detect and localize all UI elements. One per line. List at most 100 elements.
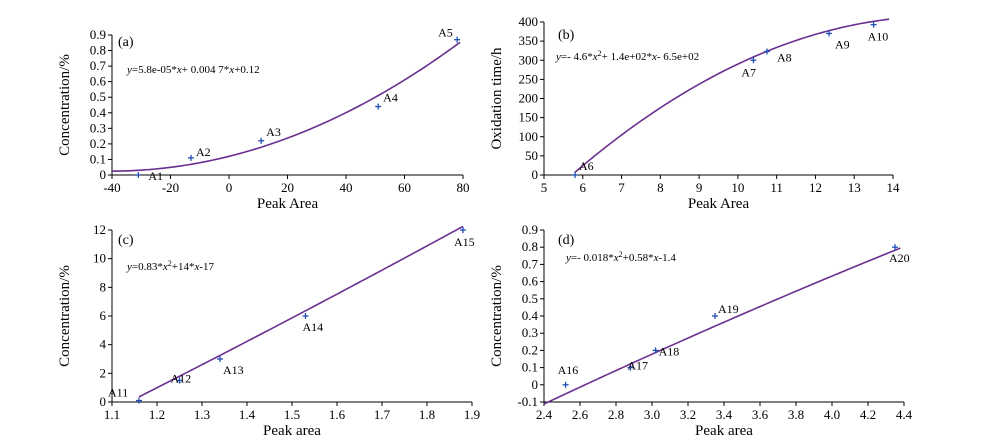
x-tick-label: 9	[696, 180, 703, 195]
y-tick-label: 0.6	[90, 74, 107, 89]
data-point	[302, 313, 309, 319]
data-point	[258, 137, 265, 144]
y-tick-label: 200	[519, 91, 539, 106]
y-tick-label: 0.5	[90, 89, 106, 104]
y-tick-label: 0.3	[522, 325, 538, 340]
fit-curve	[543, 247, 901, 405]
y-tick-label: 400	[519, 14, 539, 29]
x-tick-label: 20	[281, 180, 294, 195]
data-point	[217, 356, 223, 362]
x-tick-label: -20	[162, 180, 179, 195]
fit-equation: y=0.83*x2+14*x-17	[126, 259, 215, 274]
x-tick-label: 5	[541, 180, 548, 195]
x-tick-label: 1.1	[104, 407, 120, 422]
y-tick-label: -0.1	[517, 394, 538, 409]
y-tick-label: 0.9	[90, 27, 106, 42]
panel-label: (a)	[118, 35, 134, 50]
data-point	[375, 103, 382, 110]
y-tick-label: 2	[100, 365, 107, 380]
y-tick-label: 0.8	[522, 239, 538, 254]
chart-panel-c: 1.1 1.2 1.3 1.4 1.5 1.6 1.7 1.8 1.9 0 2 4 6 8 10 12 Peak…	[57, 222, 480, 439]
x-tick-label: 8	[657, 180, 664, 195]
y-tick-label: 250	[519, 71, 539, 86]
equation-segment: x	[176, 64, 182, 76]
point-label: A9	[835, 37, 850, 51]
point-label: A7	[741, 65, 756, 79]
x-tick-label: 2.4	[536, 407, 553, 422]
x-axis-title: Peak area	[695, 423, 753, 439]
point-label: A17	[627, 359, 648, 373]
panel-label: (d)	[558, 233, 575, 248]
equation-segment: -17	[199, 261, 214, 273]
x-tick-label: 1.9	[464, 407, 480, 422]
y-tick-label: 150	[519, 110, 539, 125]
x-tick-label: 0	[226, 180, 233, 195]
y-tick-label: 0.4	[522, 308, 539, 323]
equation-segment: x	[653, 252, 659, 264]
y-axis-title: Oxidation time/h	[489, 47, 505, 150]
point-label: A3	[266, 125, 281, 139]
x-tick-label: 1.2	[149, 407, 165, 422]
x-tick-label: 1.7	[374, 407, 391, 422]
x-tick-label: 7	[618, 180, 625, 195]
point-label: A20	[889, 251, 910, 265]
y-tick-label: 0.9	[522, 222, 538, 237]
y-tick-label: 0	[532, 377, 539, 392]
y-tick-label: 12	[93, 222, 106, 237]
y-tick-label: 100	[519, 129, 539, 144]
data-point	[136, 397, 142, 404]
x-tick-label: 11	[770, 180, 783, 195]
x-tick-label: 4.0	[824, 407, 840, 422]
chart-panel-b: 5 6 7 8 9 10 11 12 13 14 0 50 100 150 200 250 300 350 400 P…	[489, 14, 900, 212]
point-label: A8	[777, 50, 792, 64]
fit-equation: y=- 4.6*x2+ 1.4e+02*x- 6.5e+02	[555, 49, 699, 64]
point-label: A12	[171, 372, 192, 386]
point-label: A11	[108, 386, 128, 400]
y-tick-label: 0.6	[522, 274, 539, 289]
x-axis-title: Peak Area	[257, 196, 319, 212]
y-tick-label: 0.4	[90, 105, 107, 120]
point-label: A14	[303, 320, 324, 334]
data-point	[870, 21, 877, 28]
x-tick-label: 14	[887, 180, 901, 195]
fit-curve	[111, 41, 461, 172]
data-point	[454, 36, 461, 43]
y-tick-label: 300	[519, 52, 539, 67]
data-point	[572, 172, 579, 178]
equation-segment: x	[228, 64, 234, 76]
y-tick-label: 0.2	[90, 136, 106, 151]
x-tick-label: 1.6	[329, 407, 346, 422]
y-axis-title: Concentration/%	[489, 265, 505, 367]
fit-equation: y=- 0.018*x2+0.58*x-1.4	[565, 250, 676, 265]
x-tick-label: 4.2	[860, 407, 876, 422]
x-tick-label: 3.0	[644, 407, 660, 422]
y-tick-label: 0.8	[90, 43, 106, 58]
point-label: A4	[383, 91, 398, 105]
x-tick-label: 40	[340, 180, 353, 195]
y-tick-label: 0.2	[522, 342, 538, 357]
x-tick-label: 3.8	[788, 407, 804, 422]
equation-segment: =- 0.018*	[571, 252, 614, 264]
y-tick-label: 0.7	[90, 58, 107, 73]
data-point	[892, 244, 898, 251]
data-point	[652, 347, 659, 354]
data-point	[460, 227, 466, 233]
data-point	[826, 30, 833, 37]
equation-segment: y	[126, 261, 132, 273]
equation-segment: - 6.5e+02	[657, 51, 699, 63]
y-tick-label: 4	[100, 337, 107, 352]
panel-label: (c)	[118, 233, 134, 248]
y-tick-label: 0	[100, 394, 107, 409]
y-tick-label: 0	[100, 167, 107, 182]
y-tick-label: 8	[100, 279, 107, 294]
data-point	[176, 377, 183, 384]
y-tick-label: 10	[93, 251, 106, 266]
point-label: A1	[148, 169, 163, 183]
x-tick-label: 3.6	[752, 407, 769, 422]
equation-segment: -1.4	[659, 252, 677, 264]
y-tick-label: 0.1	[522, 360, 538, 375]
data-point	[712, 313, 718, 319]
equation-segment: x	[162, 261, 168, 273]
data-point	[750, 57, 757, 64]
chart-panel-a: -40 -20 0 20 40 60 8000.10.20.30.40.50.60.70.8…	[57, 26, 470, 212]
